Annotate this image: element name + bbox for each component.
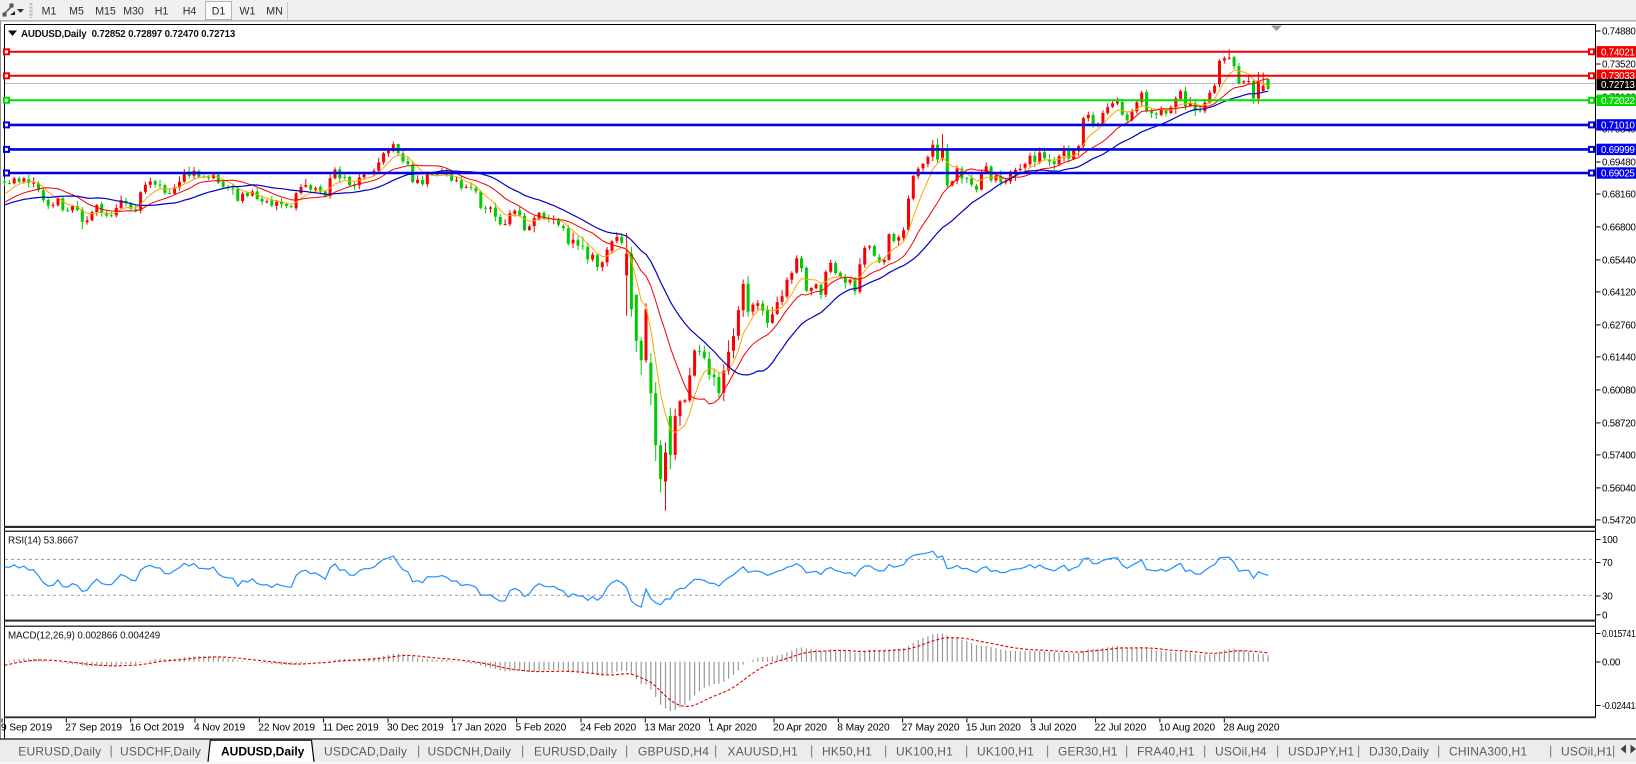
svg-text:0.69480: 0.69480	[1602, 158, 1636, 169]
svg-text:0.68160: 0.68160	[1602, 190, 1636, 201]
svg-text:H1: H1	[155, 6, 169, 18]
svg-text:22 Jul 2020: 22 Jul 2020	[1095, 723, 1147, 734]
svg-text:|: |	[1357, 744, 1360, 758]
svg-text:EURUSD,Daily: EURUSD,Daily	[18, 745, 101, 759]
svg-text:|: |	[884, 744, 887, 758]
svg-text:30 Dec 2019: 30 Dec 2019	[387, 723, 444, 734]
svg-text:27 May 2020: 27 May 2020	[902, 723, 960, 734]
svg-text:GER30,H1: GER30,H1	[1058, 745, 1118, 759]
svg-text:24 Feb 2020: 24 Feb 2020	[580, 723, 637, 734]
svg-text:20 Apr 2020: 20 Apr 2020	[773, 723, 827, 734]
svg-text:15 Jun 2020: 15 Jun 2020	[966, 723, 1021, 734]
svg-text:AUDUSD,Daily 0.72852 0.72897: AUDUSD,Daily 0.72852 0.72897 0.72470 0.7…	[21, 29, 236, 40]
svg-text:0.73520: 0.73520	[1602, 60, 1636, 71]
svg-text:USDCHF,Daily: USDCHF,Daily	[120, 745, 201, 759]
svg-text:0: 0	[1602, 610, 1608, 621]
svg-text:13 Mar 2020: 13 Mar 2020	[644, 723, 701, 734]
svg-text:5 Feb 2020: 5 Feb 2020	[516, 723, 567, 734]
svg-text:USDCNH,Daily: USDCNH,Daily	[428, 745, 512, 759]
svg-text:USOil,H1: USOil,H1	[1561, 745, 1613, 759]
svg-text:3 Jul 2020: 3 Jul 2020	[1030, 723, 1076, 734]
svg-text:FRA40,H1: FRA40,H1	[1137, 745, 1195, 759]
svg-text:0.00: 0.00	[1602, 658, 1621, 669]
svg-text:11 Dec 2019: 11 Dec 2019	[323, 723, 379, 734]
svg-text:|: |	[1276, 744, 1279, 758]
svg-text:16 Oct 2019: 16 Oct 2019	[130, 723, 185, 734]
svg-text:22 Nov 2019: 22 Nov 2019	[258, 723, 315, 734]
svg-text:4 Nov 2019: 4 Nov 2019	[194, 723, 246, 734]
svg-text:MN: MN	[266, 6, 282, 18]
svg-text:27 Sep 2019: 27 Sep 2019	[65, 723, 122, 734]
svg-text:HK50,H1: HK50,H1	[822, 745, 872, 759]
svg-text:0.64120: 0.64120	[1602, 287, 1636, 298]
svg-text:H4: H4	[183, 6, 197, 18]
svg-text:MACD(12,26,9) 0.002866 0.00424: MACD(12,26,9) 0.002866 0.004249	[8, 631, 160, 642]
svg-text:0.58720: 0.58720	[1602, 418, 1636, 429]
svg-text:0.60080: 0.60080	[1602, 385, 1636, 396]
svg-text:1 Apr 2020: 1 Apr 2020	[709, 723, 758, 734]
svg-text:0.57400: 0.57400	[1602, 450, 1636, 461]
svg-text:0.015741: 0.015741	[1602, 629, 1636, 640]
svg-text:0.54720: 0.54720	[1602, 515, 1636, 526]
svg-text:|: |	[714, 744, 717, 758]
svg-text:-0.024413: -0.024413	[1602, 701, 1636, 712]
svg-text:|: |	[417, 744, 420, 758]
svg-text:|: |	[965, 744, 968, 758]
svg-text:DJ30,Daily: DJ30,Daily	[1369, 745, 1429, 759]
svg-text:|: |	[1046, 744, 1049, 758]
svg-text:XAUUSD,H1: XAUUSD,H1	[728, 745, 799, 759]
svg-text:M15: M15	[95, 6, 116, 18]
svg-text:|: |	[1125, 744, 1128, 758]
svg-text:0.72022: 0.72022	[1601, 96, 1635, 107]
svg-text:70: 70	[1602, 558, 1613, 569]
svg-text:|: |	[625, 744, 628, 758]
svg-text:10 Aug 2020: 10 Aug 2020	[1159, 723, 1216, 734]
svg-text:USDJPY,H1: USDJPY,H1	[1288, 745, 1354, 759]
svg-text:|: |	[110, 744, 113, 758]
svg-text:EURUSD,Daily: EURUSD,Daily	[534, 745, 617, 759]
svg-text:17 Jan 2020: 17 Jan 2020	[451, 723, 506, 734]
svg-text:D1: D1	[212, 6, 226, 18]
svg-text:0.62760: 0.62760	[1602, 320, 1636, 331]
svg-text:0.65440: 0.65440	[1602, 255, 1636, 266]
svg-text:USOil,H4: USOil,H4	[1215, 745, 1267, 759]
svg-text:100: 100	[1602, 535, 1618, 546]
svg-text:28 Aug 2020: 28 Aug 2020	[1223, 723, 1280, 734]
svg-text:RSI(14) 53.8667: RSI(14) 53.8667	[8, 536, 78, 547]
svg-text:|: |	[1612, 744, 1615, 758]
svg-text:|: |	[1437, 744, 1440, 758]
svg-text:W1: W1	[240, 6, 256, 18]
svg-text:30: 30	[1602, 592, 1613, 603]
svg-text:8 May 2020: 8 May 2020	[837, 723, 890, 734]
svg-text:0.74021: 0.74021	[1601, 47, 1635, 58]
svg-text:CHINA300,H1: CHINA300,H1	[1449, 745, 1527, 759]
svg-text:0.66800: 0.66800	[1602, 222, 1636, 233]
svg-text:9 Sep 2019: 9 Sep 2019	[1, 723, 53, 734]
svg-text:0.74880: 0.74880	[1602, 27, 1636, 38]
svg-text:M5: M5	[69, 6, 84, 18]
svg-text:M30: M30	[123, 6, 144, 18]
svg-text:|: |	[1549, 744, 1552, 758]
svg-text:0.69025: 0.69025	[1601, 169, 1635, 180]
svg-text:0.71010: 0.71010	[1601, 120, 1635, 131]
svg-text:0.69999: 0.69999	[1601, 145, 1635, 156]
svg-text:0.56040: 0.56040	[1602, 483, 1636, 494]
svg-text:0.61440: 0.61440	[1602, 352, 1636, 363]
svg-text:0.72713: 0.72713	[1601, 80, 1635, 91]
svg-text:0.73033: 0.73033	[1601, 71, 1635, 82]
svg-text:|: |	[521, 744, 524, 758]
svg-text:USDCAD,Daily: USDCAD,Daily	[324, 745, 407, 759]
svg-text:AUDUSD,Daily: AUDUSD,Daily	[221, 745, 305, 759]
svg-text:UK100,H1: UK100,H1	[977, 745, 1034, 759]
svg-text:|: |	[810, 744, 813, 758]
svg-text:UK100,H1: UK100,H1	[896, 745, 953, 759]
svg-text:M1: M1	[42, 6, 57, 18]
svg-text:|: |	[1203, 744, 1206, 758]
svg-text:GBPUSD,H4: GBPUSD,H4	[638, 745, 709, 759]
